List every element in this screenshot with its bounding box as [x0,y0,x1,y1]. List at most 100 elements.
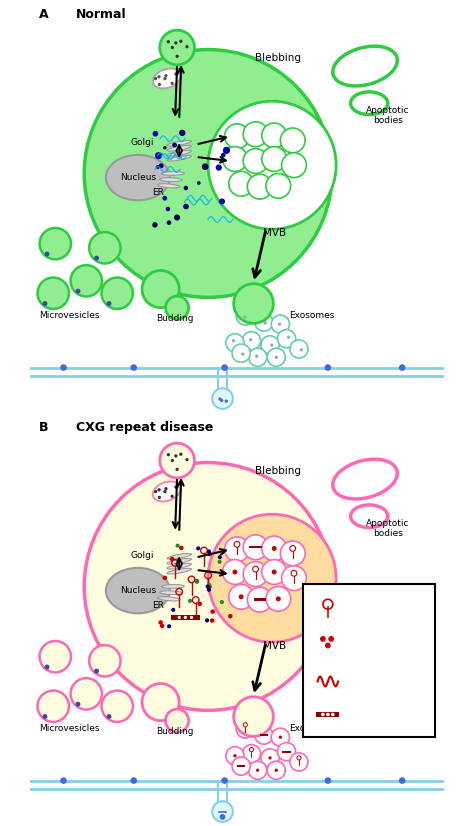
Circle shape [328,636,334,642]
Circle shape [243,535,268,560]
Circle shape [89,645,120,676]
Circle shape [238,595,244,600]
Ellipse shape [351,505,388,528]
Circle shape [94,668,99,674]
Circle shape [152,222,158,228]
Ellipse shape [333,46,397,86]
Circle shape [210,610,215,614]
Circle shape [196,546,201,550]
Circle shape [275,356,278,359]
Circle shape [232,339,235,343]
Circle shape [228,614,233,619]
Text: CXG repeat disease: CXG repeat disease [76,421,213,434]
Text: Normal: Normal [76,8,127,21]
Ellipse shape [351,92,388,115]
Text: Golgi: Golgi [131,138,155,147]
Circle shape [195,579,199,583]
Text: mutant
CXG
protein: mutant CXG protein [340,634,371,663]
Circle shape [300,349,303,352]
Circle shape [282,566,306,591]
Circle shape [279,735,282,738]
Bar [260,734,268,736]
Text: mis-
spliced
RNA: mis- spliced RNA [340,707,370,737]
Circle shape [170,557,174,562]
Circle shape [174,454,177,458]
Circle shape [326,713,330,716]
Circle shape [268,757,272,760]
Circle shape [271,315,290,333]
Text: ER: ER [153,188,164,197]
Circle shape [207,583,211,587]
Circle shape [71,265,102,297]
Circle shape [331,713,335,716]
Circle shape [130,364,137,371]
Circle shape [255,313,273,331]
Circle shape [60,364,67,371]
Circle shape [219,814,226,819]
Circle shape [262,536,287,561]
Circle shape [175,55,179,58]
Text: micro
RNA: micro RNA [340,680,364,700]
Circle shape [202,164,209,170]
Ellipse shape [167,563,191,569]
Circle shape [270,344,273,347]
Circle shape [220,600,224,604]
Circle shape [247,174,272,199]
Text: Apoptotic
bodies: Apoptotic bodies [366,519,410,539]
Text: Microvesicles: Microvesicles [39,724,99,733]
Circle shape [282,153,306,178]
Circle shape [94,256,99,260]
Circle shape [321,713,325,716]
Circle shape [130,777,137,784]
Circle shape [40,228,71,259]
Circle shape [45,251,49,256]
Circle shape [183,186,188,190]
Circle shape [185,458,189,462]
Circle shape [226,334,244,352]
Circle shape [248,762,267,780]
Circle shape [197,181,201,185]
Circle shape [43,714,47,719]
Text: CXG
repeat
hairpin: CXG repeat hairpin [340,602,370,633]
Circle shape [178,616,181,620]
Circle shape [154,77,157,80]
Ellipse shape [167,568,191,574]
Circle shape [261,335,279,354]
Circle shape [163,77,166,80]
Ellipse shape [167,155,191,161]
Circle shape [243,316,246,319]
Circle shape [266,173,291,198]
Circle shape [101,691,133,722]
Circle shape [210,619,214,623]
Circle shape [325,364,331,371]
Circle shape [207,552,212,557]
Circle shape [248,349,267,367]
Circle shape [171,495,174,498]
Circle shape [37,278,69,309]
Circle shape [221,777,228,784]
Circle shape [243,121,268,146]
Circle shape [174,41,177,45]
Circle shape [277,330,296,348]
Circle shape [155,152,162,159]
Circle shape [221,364,228,371]
Circle shape [184,616,187,620]
Circle shape [154,490,157,493]
Ellipse shape [162,172,184,175]
Circle shape [195,580,199,584]
Ellipse shape [167,140,191,146]
Text: B: B [39,421,48,434]
Circle shape [174,486,178,489]
Circle shape [232,570,237,575]
Circle shape [233,754,237,757]
Circle shape [101,278,133,309]
Circle shape [89,232,120,263]
FancyBboxPatch shape [303,585,435,737]
Circle shape [225,537,249,562]
Circle shape [241,353,245,356]
Circle shape [167,40,170,44]
Ellipse shape [167,145,191,151]
Text: Microvesicles: Microvesicles [39,311,99,320]
Circle shape [163,490,166,493]
Circle shape [243,149,268,173]
